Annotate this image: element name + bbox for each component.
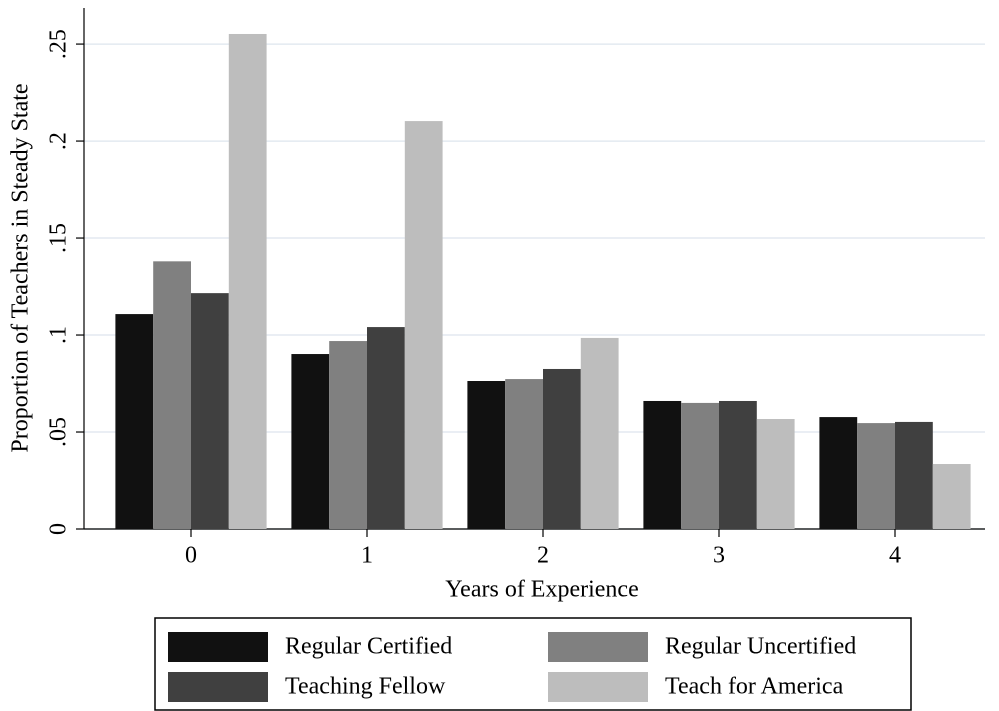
x-tick-label: 4 (889, 543, 901, 569)
bar (857, 423, 895, 529)
legend-swatch (548, 672, 648, 702)
bar (681, 402, 719, 529)
bar (115, 314, 154, 529)
bar (895, 421, 933, 529)
y-tick-label: 0 (46, 523, 72, 535)
legend-label: Teach for America (665, 674, 844, 700)
x-tick-label: 2 (537, 543, 549, 569)
y-tick-label: .05 (46, 417, 72, 447)
bar (329, 341, 367, 529)
x-axis-label: Years of Experience (445, 577, 639, 603)
bar (580, 337, 619, 529)
bar (543, 368, 581, 529)
x-tick-label: 3 (713, 543, 725, 569)
bar (291, 354, 330, 529)
bar (932, 464, 971, 529)
y-tick-label: .25 (46, 29, 72, 59)
bar (191, 293, 229, 529)
bar (467, 381, 506, 529)
x-tick-label: 0 (185, 543, 197, 569)
bar (643, 400, 682, 529)
legend-box (154, 617, 912, 711)
legend-label: Teaching Fellow (285, 674, 446, 700)
bar (756, 419, 795, 529)
y-axis-label: Proportion of Teachers in Steady State (8, 83, 34, 452)
y-tick-label: .15 (46, 223, 72, 253)
bar (404, 121, 443, 529)
legend-label: Regular Certified (285, 634, 452, 660)
bar (153, 261, 191, 529)
bar (719, 400, 757, 529)
x-tick-label: 1 (361, 543, 373, 569)
bar (819, 417, 858, 529)
legend-swatch (548, 632, 648, 662)
bar (367, 327, 405, 529)
legend-label: Regular Uncertified (665, 634, 856, 660)
bar (228, 33, 267, 529)
y-tick-label: .1 (46, 326, 72, 344)
legend-swatch (168, 672, 268, 702)
legend-swatch (168, 632, 268, 662)
y-tick-label: .2 (46, 132, 72, 150)
bar (505, 379, 543, 529)
